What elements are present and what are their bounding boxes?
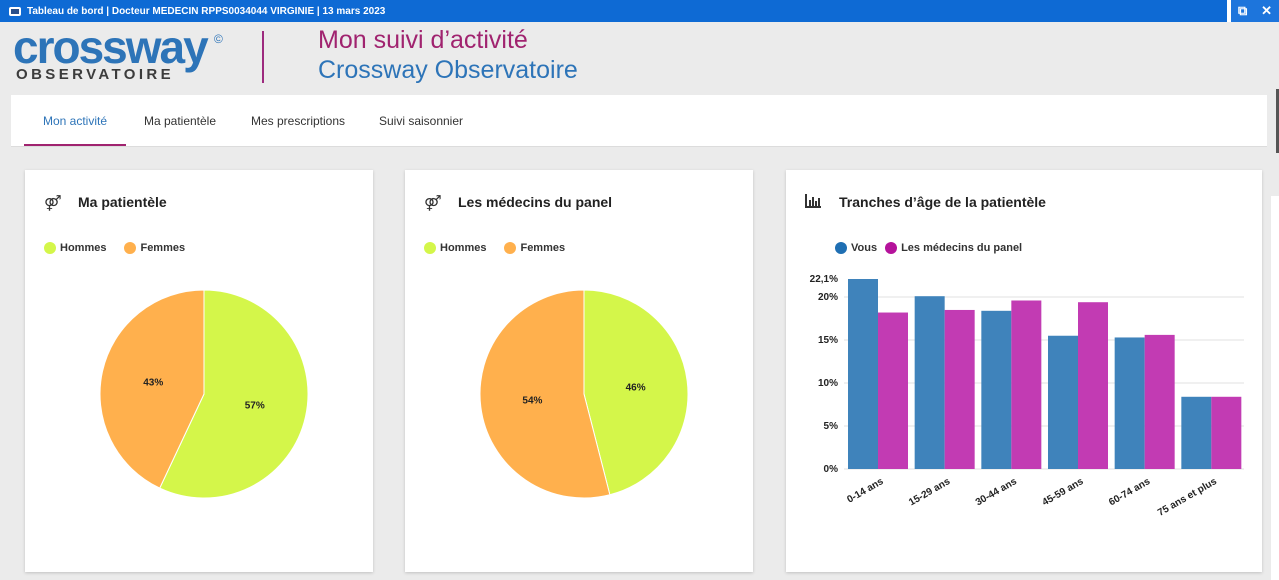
pie-value-label: 54%: [522, 396, 542, 407]
legend-label: Femmes: [520, 242, 566, 254]
legend-dot: [424, 242, 436, 254]
y-tick-label: 20%: [818, 292, 838, 303]
legend-dot: [44, 242, 56, 254]
card-ma-patientele: ⚤ Ma patientèle Hommes Femmes 57% 43%: [25, 170, 373, 572]
chart-legend: Hommes Femmes: [424, 242, 583, 254]
bar-panel[interactable]: [1078, 302, 1108, 469]
bar-vous[interactable]: [981, 310, 1012, 469]
bar-panel[interactable]: [1011, 300, 1042, 469]
bar-vous[interactable]: [1048, 335, 1078, 469]
legend-dot: [124, 242, 137, 254]
legend-label: Vous: [851, 242, 878, 254]
legend-dot: [835, 242, 847, 254]
page-subtitle: Crossway Observatoire: [318, 56, 578, 84]
restore-icon[interactable]: ⧉: [1237, 3, 1248, 18]
bar-panel[interactable]: [1211, 396, 1242, 469]
logo-text: crossway: [13, 21, 209, 73]
bar-chart-icon: [805, 194, 821, 212]
bar-vous[interactable]: [848, 279, 878, 469]
x-tick-label: 60-74 ans: [1107, 476, 1152, 509]
tab-ma-patientele[interactable]: Ma patientèle: [143, 114, 217, 128]
bar-panel[interactable]: [878, 312, 908, 469]
bar-panel[interactable]: [1144, 334, 1175, 469]
pie-value-label: 57%: [245, 400, 265, 411]
bar-vous[interactable]: [1114, 337, 1145, 469]
y-tick-label: 0%: [824, 464, 839, 475]
app-icon: [9, 6, 21, 16]
tab-mes-prescriptions[interactable]: Mes prescriptions: [250, 114, 346, 128]
legend-item-hommes[interactable]: Hommes: [44, 242, 106, 254]
x-tick-label: 0-14 ans: [845, 476, 886, 506]
card-title: Ma patientèle: [78, 194, 167, 210]
tab-mon-activite[interactable]: Mon activité: [24, 95, 126, 147]
card-title: Tranches d’âge de la patientèle: [839, 194, 1046, 210]
window-buttons: ⧉ ✕: [1231, 0, 1279, 22]
card-medecins-panel: ⚤ Les médecins du panel Hommes Femmes 46…: [405, 170, 753, 572]
pie-slice-hommes[interactable]: [159, 289, 309, 499]
legend-dot: [504, 242, 517, 254]
tab-bar: Mon activité Ma patientèle Mes prescript…: [11, 95, 1267, 147]
titlebar-divider: [1227, 0, 1231, 22]
legend-item-panel[interactable]: Les médecins du panel: [885, 242, 1022, 254]
pie-slice-hommes[interactable]: [583, 289, 689, 496]
gender-icon: ⚤: [424, 195, 442, 212]
card-title: Les médecins du panel: [458, 194, 613, 210]
gender-icon: ⚤: [44, 195, 62, 212]
x-tick-label: 75 ans et plus: [1156, 476, 1219, 519]
page-edge: [1271, 196, 1279, 580]
legend-label: Hommes: [60, 242, 107, 254]
legend-label: Hommes: [440, 242, 487, 254]
window-titlebar: Tableau de bord | Docteur MEDECIN RPPS00…: [0, 0, 1279, 22]
pie-value-label: 43%: [143, 378, 163, 389]
legend-label: Les médecins du panel: [901, 242, 1023, 254]
x-tick-label: 45-59 ans: [1041, 476, 1086, 509]
logo-subtitle: OBSERVATOIRE: [16, 66, 175, 83]
bar-vous[interactable]: [1181, 396, 1212, 469]
pie-value-label: 46%: [626, 382, 646, 393]
x-tick-label: 15-29 ans: [907, 476, 952, 509]
chart-legend: Hommes Femmes: [44, 242, 203, 254]
legend-item-femmes[interactable]: Femmes: [124, 242, 185, 254]
page-title: Mon suivi d’activité: [318, 26, 528, 54]
window-title: Tableau de bord | Docteur MEDECIN RPPS00…: [27, 5, 386, 17]
legend-item-vous[interactable]: Vous: [835, 242, 877, 254]
pie-slice-femmes[interactable]: [479, 289, 611, 499]
logo-mark: ©: [214, 32, 223, 46]
bar-chart-tranches-age: 0% 5% 10% 15% 20% 22,1% 0-14 ans 15-29 ans 30-44…: [810, 274, 1244, 519]
y-tick-label: 10%: [818, 378, 838, 389]
chart-legend: Vous Les médecins du panel: [835, 242, 1040, 254]
y-tick-label: 5%: [824, 421, 839, 432]
header-divider: [262, 31, 264, 83]
y-tick-label: 22,1%: [810, 274, 838, 285]
pie-chart-patientele: 57% 43%: [99, 289, 309, 499]
tab-suivi-saisonnier[interactable]: Suivi saisonnier: [378, 114, 464, 128]
scrollbar[interactable]: [1276, 89, 1279, 153]
bar-vous[interactable]: [914, 296, 945, 469]
pie-slice-femmes[interactable]: [99, 289, 205, 489]
legend-item-femmes[interactable]: Femmes: [504, 242, 565, 254]
app-header: crossway © OBSERVATOIRE Mon suivi d’acti…: [0, 22, 1279, 94]
legend-label: Femmes: [140, 242, 186, 254]
legend-item-hommes[interactable]: Hommes: [424, 242, 486, 254]
legend-dot: [885, 242, 898, 254]
bar-panel[interactable]: [944, 309, 975, 469]
x-tick-label: 30-44 ans: [974, 476, 1019, 509]
y-tick-label: 15%: [818, 335, 838, 346]
close-icon[interactable]: ✕: [1261, 3, 1273, 18]
card-tranches-age: Tranches d’âge de la patientèle Vous Les…: [786, 170, 1262, 572]
pie-chart-panel: 46% 54%: [479, 289, 689, 499]
